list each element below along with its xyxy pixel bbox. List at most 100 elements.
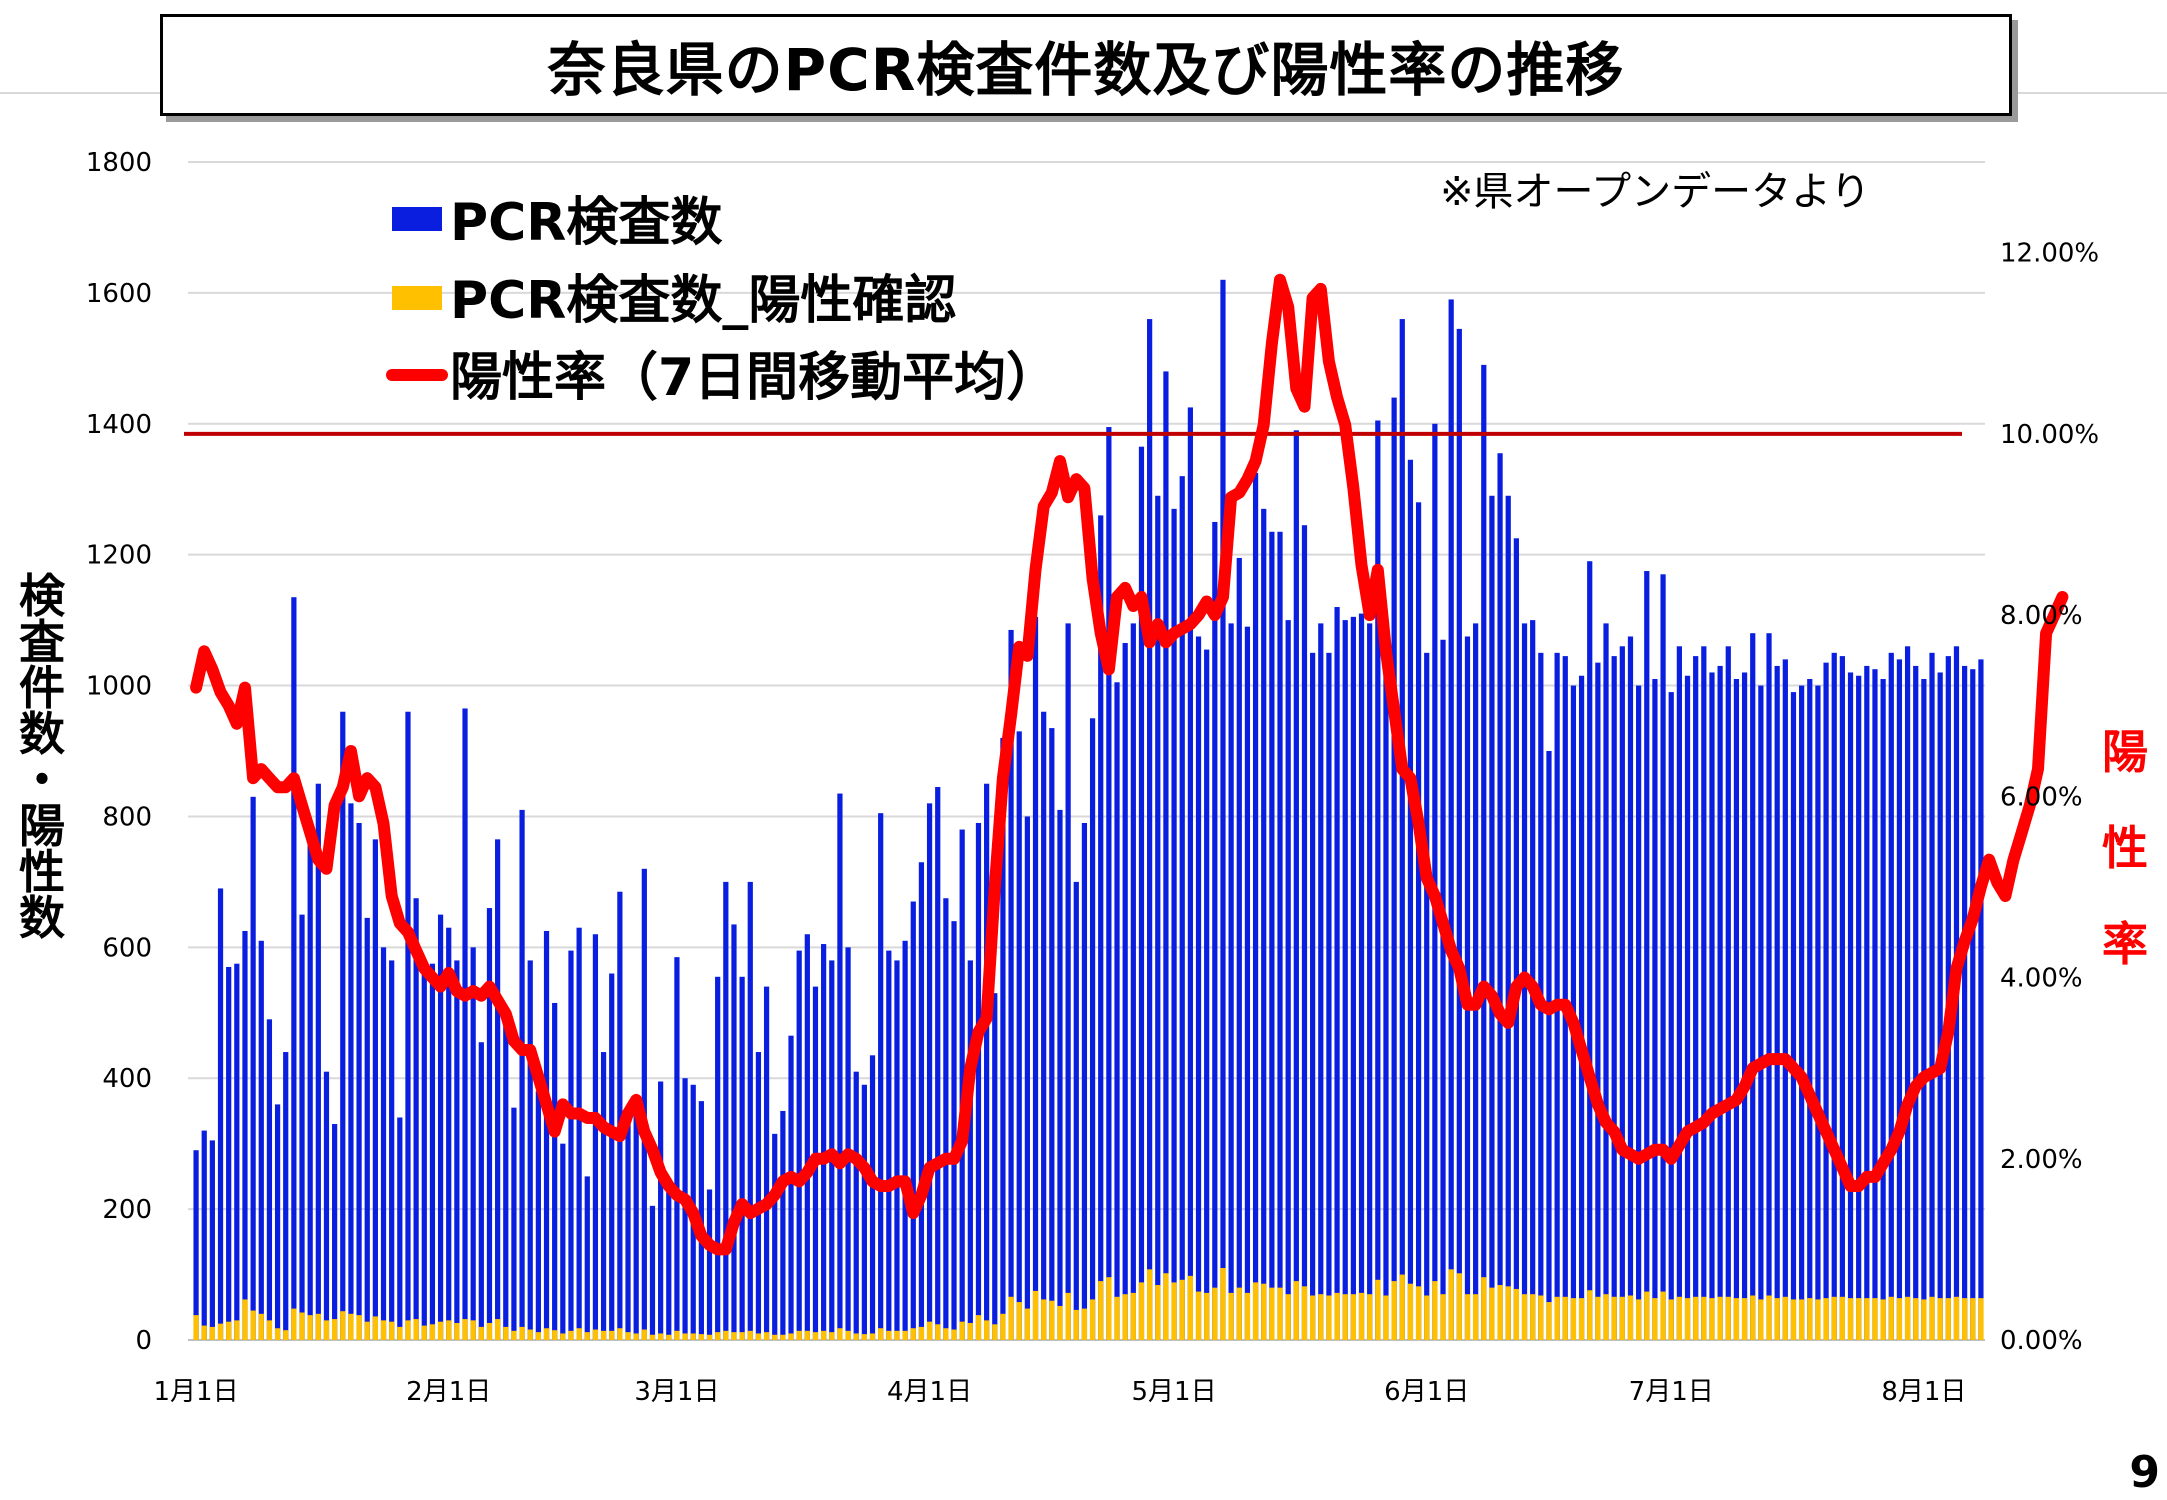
tests-bar bbox=[1684, 675, 1691, 1340]
tests-bar bbox=[535, 1091, 541, 1340]
positive-bar bbox=[1595, 1296, 1601, 1340]
positive-bar bbox=[600, 1330, 607, 1340]
positive-bar bbox=[1619, 1296, 1625, 1340]
tests-bar bbox=[1342, 620, 1348, 1340]
tests-bar bbox=[405, 711, 411, 1340]
positive-bar bbox=[715, 1332, 721, 1340]
x-tick-label: 5月1日 bbox=[1132, 1377, 1217, 1407]
tests-bar bbox=[1204, 649, 1210, 1340]
tests-bar bbox=[609, 973, 615, 1340]
tests-bar bbox=[715, 976, 721, 1340]
tests-bar bbox=[1024, 816, 1030, 1340]
tests-bar bbox=[1448, 299, 1454, 1340]
y-left-label-char: 検 bbox=[19, 569, 66, 623]
positive-bar bbox=[1847, 1298, 1854, 1340]
tests-bar bbox=[364, 917, 370, 1340]
positive-bar bbox=[364, 1321, 370, 1340]
positive-bar bbox=[1310, 1295, 1316, 1340]
positive-bar bbox=[723, 1330, 729, 1340]
tests-bar bbox=[1929, 652, 1935, 1340]
tests-bar bbox=[1766, 633, 1772, 1340]
positive-bar bbox=[1032, 1290, 1039, 1340]
tests-bar bbox=[519, 809, 525, 1340]
tests-bar bbox=[486, 908, 493, 1340]
positive-bar bbox=[1057, 1305, 1063, 1340]
right-axis-label: 陽性率 bbox=[2102, 725, 2148, 971]
tests-bar bbox=[1163, 371, 1169, 1340]
tests-bar bbox=[307, 842, 313, 1340]
positive-bar bbox=[405, 1320, 411, 1340]
tests-bar bbox=[1701, 646, 1707, 1340]
positive-bar bbox=[446, 1320, 452, 1340]
tests-bar bbox=[1896, 659, 1903, 1340]
y-left-tick-label: 1000 bbox=[86, 672, 152, 702]
tests-bar bbox=[1358, 613, 1365, 1340]
positive-bar bbox=[1098, 1281, 1104, 1340]
positive-bar bbox=[886, 1330, 892, 1340]
legend-positive-label: PCR検査数_陽性確認 bbox=[450, 271, 956, 331]
positive-bar bbox=[1301, 1286, 1308, 1340]
tests-bar bbox=[747, 881, 753, 1340]
tests-bar bbox=[951, 921, 957, 1340]
tests-bar bbox=[372, 839, 378, 1340]
x-axis-ticks: 1月1日 2月1日 3月1日 4月1日 5月1日 6月1日 7月1日 8月1日 bbox=[154, 1377, 1967, 1407]
positive-bar bbox=[1782, 1296, 1788, 1340]
positive-bar bbox=[470, 1320, 476, 1340]
positive-bar bbox=[560, 1333, 566, 1340]
positive-bar bbox=[649, 1334, 656, 1340]
positive-bar bbox=[535, 1332, 541, 1340]
tests-bar bbox=[1717, 665, 1723, 1340]
positive-bar bbox=[495, 1319, 501, 1340]
positive-bar bbox=[1383, 1295, 1389, 1340]
tests-bar bbox=[926, 803, 933, 1340]
tests-bar bbox=[299, 914, 305, 1340]
tests-bar bbox=[1089, 718, 1096, 1340]
tests-bar bbox=[1473, 623, 1479, 1340]
tests-bar bbox=[1130, 623, 1136, 1340]
positive-bar bbox=[1823, 1298, 1829, 1340]
positive-bar bbox=[1407, 1283, 1414, 1340]
positive-bar bbox=[1741, 1298, 1748, 1340]
positive-bar bbox=[821, 1330, 827, 1340]
positive-bar bbox=[307, 1315, 313, 1340]
positive-bar bbox=[1122, 1294, 1128, 1340]
positive-bar bbox=[584, 1332, 590, 1340]
tests-bar bbox=[1383, 656, 1389, 1340]
tests-bar bbox=[1668, 692, 1674, 1340]
positive-bar bbox=[1831, 1296, 1837, 1340]
positive-bar bbox=[869, 1333, 876, 1340]
positive-bar bbox=[902, 1330, 908, 1340]
positive-bar bbox=[1530, 1294, 1536, 1340]
positive-bar bbox=[943, 1328, 949, 1340]
tests-bar bbox=[658, 1081, 664, 1340]
tests-bar bbox=[1057, 809, 1063, 1340]
tests-bar bbox=[1497, 453, 1503, 1340]
positive-bar bbox=[1945, 1298, 1951, 1340]
positive-bar bbox=[1350, 1294, 1356, 1340]
positive-bar bbox=[511, 1330, 517, 1340]
positive-bar bbox=[193, 1315, 199, 1340]
positive-bar bbox=[1415, 1286, 1422, 1340]
tests-bar bbox=[886, 950, 892, 1340]
positive-bar bbox=[1872, 1298, 1878, 1340]
tests-bar bbox=[1122, 643, 1128, 1340]
tests-bar bbox=[910, 901, 916, 1340]
tests-bar bbox=[478, 1042, 484, 1340]
positive-bar bbox=[1953, 1296, 1960, 1340]
positive-bar bbox=[1758, 1299, 1764, 1340]
tests-bar bbox=[1277, 531, 1283, 1340]
legend: PCR検査数 PCR検査数_陽性確認 陽性率（7日間移動平均） bbox=[386, 193, 1058, 408]
y-right-label-char: 性 bbox=[2102, 821, 2148, 875]
positive-bar bbox=[617, 1328, 623, 1340]
positive-bar bbox=[1326, 1295, 1332, 1340]
tests-bar bbox=[1741, 672, 1748, 1340]
y-left-tick-label: 400 bbox=[102, 1064, 152, 1094]
tests-bar bbox=[731, 924, 737, 1340]
tests-bar bbox=[1888, 652, 1894, 1340]
positive-bar bbox=[527, 1329, 533, 1340]
positive-bar bbox=[1138, 1282, 1145, 1340]
positive-bar bbox=[201, 1325, 207, 1340]
tests-bar bbox=[1627, 636, 1634, 1340]
positive-bar bbox=[1318, 1294, 1324, 1340]
y-left-label-char: ・ bbox=[19, 753, 65, 807]
